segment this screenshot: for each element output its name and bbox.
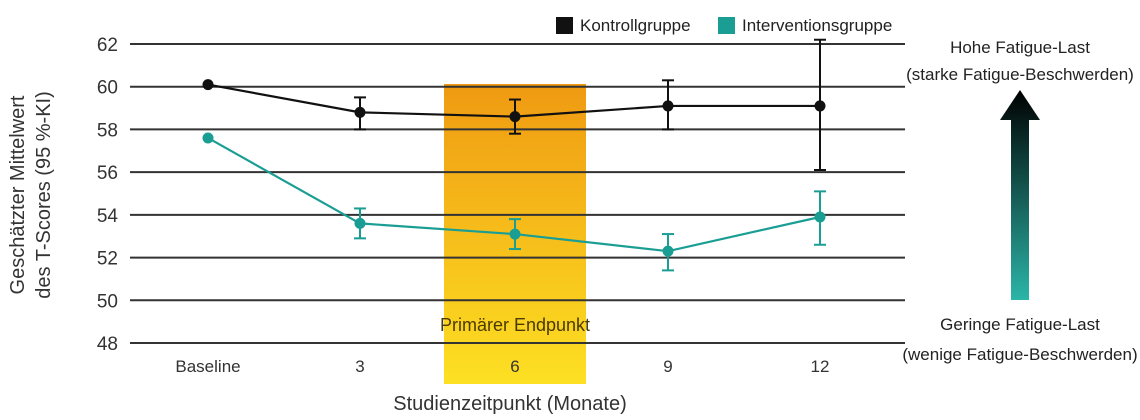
y-tick-label-48: 48	[97, 334, 118, 355]
data-point-interventionsgruppe-9	[662, 245, 674, 257]
annotation-top-line1: Hohe Fatigue-Last	[950, 38, 1090, 57]
data-point-kontrollgruppe-12	[814, 100, 826, 112]
y-tick-label-60: 60	[97, 78, 118, 99]
data-point-interventionsgruppe-3	[354, 217, 366, 229]
fatigue-direction-arrow-icon	[1000, 90, 1040, 300]
x-tick-labels: Baseline 3 6 9 12	[175, 357, 829, 376]
y-axis-title-line2: des T-Scores (95 %-KI)	[33, 91, 55, 298]
data-point-interventionsgruppe-6	[509, 228, 521, 240]
x-tick-label-3: 3	[355, 357, 364, 376]
data-point-interventionsgruppe-Baseline	[202, 132, 214, 144]
data-point-kontrollgruppe-6	[509, 111, 521, 123]
data-point-interventionsgruppe-12	[814, 211, 826, 223]
series-interventionsgruppe	[202, 132, 826, 272]
y-tick-label-50: 50	[97, 291, 118, 312]
series-layer	[202, 38, 826, 272]
annotation-top-line2: (starke Fatigue-Beschwerden)	[906, 65, 1134, 84]
annotation-bottom-line2: (wenige Fatigue-Beschwerden)	[902, 345, 1137, 364]
y-axis-title-line1: Geschätzter Mittelwert	[7, 95, 29, 294]
legend-swatch-kontrollgruppe	[556, 17, 573, 34]
y-tick-labels: 48 50 52 54 56 58 60 62	[97, 35, 119, 355]
data-point-kontrollgruppe-Baseline	[202, 79, 214, 91]
x-tick-label-baseline: Baseline	[175, 357, 240, 376]
y-tick-label-54: 54	[97, 206, 119, 227]
data-point-kontrollgruppe-9	[662, 100, 674, 112]
legend-label-interventionsgruppe: Interventionsgruppe	[742, 16, 892, 35]
x-tick-label-9: 9	[663, 357, 672, 376]
y-tick-label-62: 62	[97, 35, 118, 56]
x-tick-label-12: 12	[811, 357, 830, 376]
legend-swatch-interventionsgruppe	[718, 17, 735, 34]
fatigue-scale-annotation: Hohe Fatigue-Last (starke Fatigue-Beschw…	[902, 38, 1137, 364]
legend-label-kontrollgruppe: Kontrollgruppe	[580, 16, 691, 35]
annotation-bottom-line1: Geringe Fatigue-Last	[940, 315, 1100, 334]
x-tick-label-6: 6	[510, 357, 519, 376]
y-tick-label-56: 56	[97, 163, 118, 184]
primary-endpoint-label: Primärer Endpunkt	[440, 315, 590, 335]
grid-lines	[130, 43, 905, 344]
y-tick-label-52: 52	[97, 249, 118, 270]
data-point-kontrollgruppe-3	[354, 106, 366, 118]
series-kontrollgruppe	[202, 38, 826, 172]
legend: Kontrollgruppe Interventionsgruppe	[556, 16, 892, 35]
x-axis-title: Studienzeitpunkt (Monate)	[393, 393, 626, 415]
y-tick-label-58: 58	[97, 120, 118, 141]
